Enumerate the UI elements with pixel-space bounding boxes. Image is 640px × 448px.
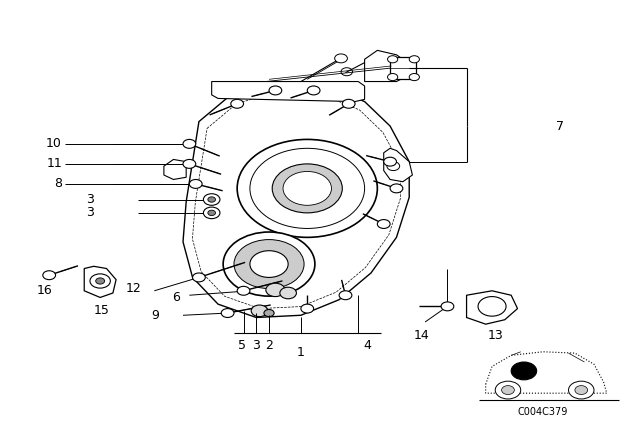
Circle shape (441, 302, 454, 311)
Circle shape (193, 273, 205, 282)
Text: 15: 15 (94, 304, 110, 317)
Circle shape (234, 240, 304, 289)
Circle shape (221, 309, 234, 318)
Circle shape (183, 139, 196, 148)
Circle shape (90, 274, 110, 288)
Circle shape (387, 162, 399, 171)
Text: 2: 2 (265, 339, 273, 352)
Circle shape (266, 283, 285, 297)
Text: 10: 10 (46, 138, 62, 151)
Text: 13: 13 (488, 329, 503, 342)
Circle shape (250, 251, 288, 277)
Circle shape (283, 172, 332, 205)
Text: 3: 3 (252, 339, 260, 352)
Polygon shape (212, 82, 365, 102)
Text: 16: 16 (37, 284, 52, 297)
Text: 9: 9 (152, 309, 159, 322)
Text: 1: 1 (297, 346, 305, 359)
Circle shape (568, 381, 594, 399)
Circle shape (204, 207, 220, 219)
Circle shape (409, 73, 419, 81)
Circle shape (378, 220, 390, 228)
Circle shape (231, 99, 244, 108)
Circle shape (280, 287, 296, 299)
Text: C004C379: C004C379 (518, 406, 568, 417)
Circle shape (384, 157, 396, 166)
Circle shape (342, 99, 355, 108)
Text: 7: 7 (556, 120, 564, 133)
Circle shape (511, 362, 537, 380)
Circle shape (495, 381, 521, 399)
Circle shape (204, 194, 220, 205)
Text: 4: 4 (364, 339, 372, 352)
Circle shape (307, 86, 320, 95)
Circle shape (251, 305, 268, 317)
Circle shape (237, 139, 378, 237)
Circle shape (301, 304, 314, 313)
Circle shape (43, 271, 56, 280)
Circle shape (269, 86, 282, 95)
Text: 12: 12 (126, 282, 141, 295)
Circle shape (223, 232, 315, 296)
Circle shape (237, 286, 250, 295)
Circle shape (335, 54, 348, 63)
Circle shape (409, 56, 419, 63)
Circle shape (575, 386, 588, 395)
Circle shape (339, 291, 352, 300)
Circle shape (183, 159, 196, 168)
Polygon shape (183, 82, 409, 318)
Text: 14: 14 (414, 329, 430, 342)
Circle shape (502, 386, 515, 395)
Polygon shape (467, 291, 518, 324)
Circle shape (388, 73, 397, 81)
Circle shape (478, 297, 506, 316)
Circle shape (189, 180, 202, 188)
Text: 6: 6 (172, 291, 180, 304)
Circle shape (208, 197, 216, 202)
Text: 3: 3 (86, 207, 94, 220)
Circle shape (250, 148, 365, 228)
Text: 5: 5 (238, 339, 246, 352)
Polygon shape (365, 50, 409, 82)
Circle shape (272, 164, 342, 213)
Text: 8: 8 (54, 177, 62, 190)
Text: 3: 3 (86, 193, 94, 206)
Polygon shape (390, 57, 415, 79)
Circle shape (264, 310, 274, 317)
Polygon shape (84, 266, 116, 297)
Circle shape (390, 184, 403, 193)
Circle shape (388, 56, 397, 63)
Polygon shape (384, 148, 412, 182)
Polygon shape (164, 159, 186, 180)
Text: 11: 11 (46, 157, 62, 170)
Circle shape (208, 210, 216, 215)
Circle shape (96, 278, 104, 284)
